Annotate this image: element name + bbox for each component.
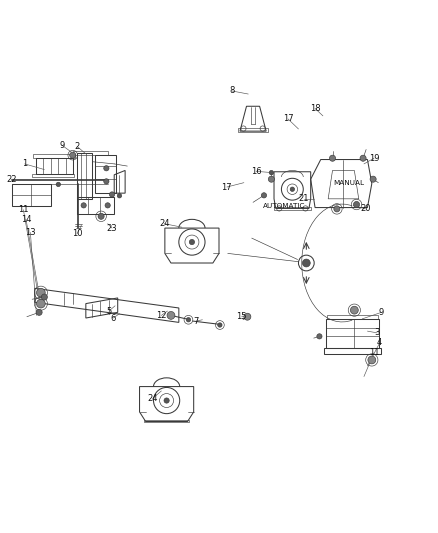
Text: 8: 8 bbox=[230, 86, 235, 95]
Text: 17: 17 bbox=[222, 182, 232, 191]
Circle shape bbox=[368, 356, 376, 364]
Circle shape bbox=[104, 166, 109, 171]
Circle shape bbox=[186, 318, 191, 322]
Text: 5: 5 bbox=[106, 306, 112, 316]
Text: 9: 9 bbox=[59, 141, 64, 150]
Circle shape bbox=[164, 398, 169, 403]
Text: 21: 21 bbox=[299, 195, 309, 203]
Circle shape bbox=[268, 176, 275, 182]
Text: 18: 18 bbox=[310, 104, 320, 113]
Text: 10: 10 bbox=[72, 229, 82, 238]
Text: 3: 3 bbox=[374, 328, 380, 337]
Circle shape bbox=[317, 334, 322, 339]
Text: 20: 20 bbox=[360, 204, 371, 213]
Circle shape bbox=[334, 206, 340, 212]
Circle shape bbox=[167, 311, 175, 319]
Text: 14: 14 bbox=[21, 215, 31, 224]
Text: 17: 17 bbox=[283, 115, 293, 124]
Text: 11: 11 bbox=[369, 349, 379, 358]
Circle shape bbox=[36, 299, 45, 308]
Circle shape bbox=[104, 179, 109, 184]
Text: 24: 24 bbox=[159, 219, 170, 228]
Text: 16: 16 bbox=[251, 167, 261, 176]
Circle shape bbox=[261, 193, 267, 198]
Text: AUTOMATIC: AUTOMATIC bbox=[263, 203, 306, 209]
Text: 6: 6 bbox=[111, 313, 116, 322]
Circle shape bbox=[269, 171, 274, 175]
Circle shape bbox=[36, 309, 42, 316]
Circle shape bbox=[117, 193, 122, 198]
Circle shape bbox=[290, 187, 294, 191]
Text: 24: 24 bbox=[147, 394, 158, 403]
Text: 13: 13 bbox=[25, 228, 35, 237]
Circle shape bbox=[81, 203, 86, 208]
Text: 9: 9 bbox=[379, 308, 384, 317]
Circle shape bbox=[302, 259, 310, 267]
Circle shape bbox=[110, 192, 115, 197]
Text: 1: 1 bbox=[22, 159, 27, 168]
Circle shape bbox=[360, 155, 366, 161]
Circle shape bbox=[244, 313, 251, 320]
Circle shape bbox=[70, 152, 76, 158]
Text: 23: 23 bbox=[107, 223, 117, 232]
Circle shape bbox=[36, 288, 45, 297]
Text: 15: 15 bbox=[237, 312, 247, 321]
Text: 7: 7 bbox=[194, 317, 199, 326]
Circle shape bbox=[189, 239, 194, 245]
Text: 22: 22 bbox=[7, 175, 17, 184]
Circle shape bbox=[370, 176, 376, 182]
Circle shape bbox=[41, 294, 47, 300]
Circle shape bbox=[56, 182, 60, 187]
Text: 2: 2 bbox=[74, 142, 80, 151]
Circle shape bbox=[350, 306, 358, 314]
Text: 19: 19 bbox=[369, 154, 379, 163]
Circle shape bbox=[218, 323, 222, 327]
Text: 11: 11 bbox=[18, 205, 28, 214]
Text: MANUAL: MANUAL bbox=[334, 180, 364, 185]
Circle shape bbox=[105, 203, 110, 208]
Circle shape bbox=[353, 201, 360, 207]
Circle shape bbox=[98, 213, 104, 220]
Text: 4: 4 bbox=[377, 338, 382, 348]
Text: 12: 12 bbox=[156, 311, 166, 320]
Circle shape bbox=[329, 155, 336, 161]
